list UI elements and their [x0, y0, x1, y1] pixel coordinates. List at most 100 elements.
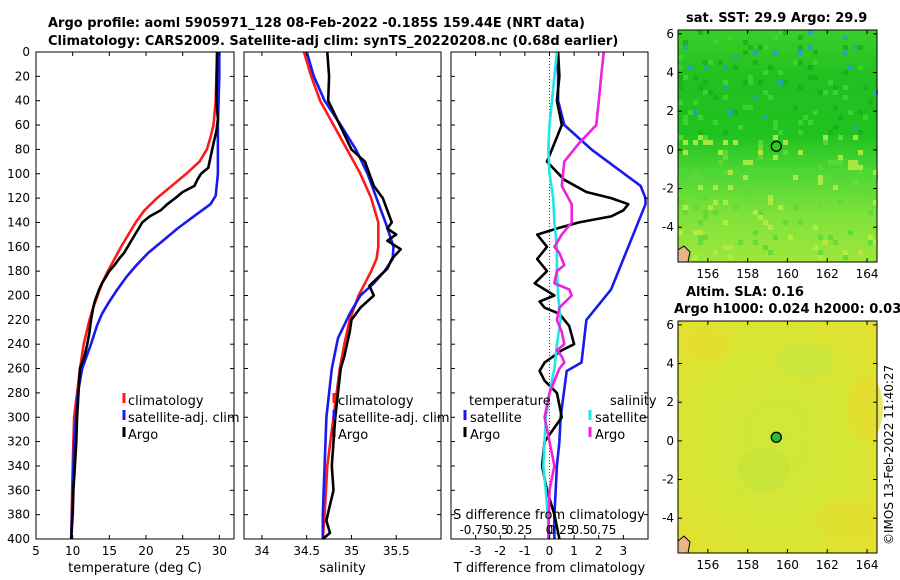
x-axis-label: temperature (deg C) [68, 561, 202, 576]
sst-pixel [873, 240, 878, 245]
sst-pixel [723, 140, 728, 145]
sst-pixel [678, 100, 683, 105]
sst-pixel [728, 255, 733, 260]
y-tick-label: 380 [7, 508, 30, 522]
sst-pixel [723, 170, 728, 175]
sst-pixel [823, 175, 828, 180]
sst-pixel [798, 35, 803, 40]
map-x-tick-label: 156 [696, 558, 719, 572]
sst-pixel [808, 65, 813, 70]
salinity-difference-tick: 0.5 [571, 523, 590, 537]
sst-pixel [838, 200, 843, 205]
sst-pixel [703, 60, 708, 65]
sst-map-axes: 156 158 160 162 164 6 4 2 0 -2 -4 [662, 27, 878, 281]
sst-pixel [688, 110, 693, 115]
sst-pixel [783, 150, 788, 155]
x-tick-label: 3 [620, 544, 628, 558]
sst-pixel [678, 75, 683, 80]
sst-pixel [723, 85, 728, 90]
plot-frame [35, 51, 235, 540]
sst-pixel [843, 95, 848, 100]
sst-pixel [868, 240, 873, 245]
sst-pixel [703, 140, 708, 145]
map-y-tick-label: 6 [666, 27, 674, 41]
map-y-tick-label: 6 [666, 318, 674, 332]
sst-pixel [758, 140, 763, 145]
sst-pixel [773, 125, 778, 130]
sst-pixel [863, 115, 868, 120]
sst-pixel [723, 130, 728, 135]
figure-title-line1: Argo profile: aoml 5905971_128 08-Feb-20… [48, 16, 585, 31]
y-tick-label: 180 [7, 264, 30, 278]
sst-pixel [848, 65, 853, 70]
sst-pixel [763, 90, 768, 95]
sst-pixel [728, 170, 733, 175]
sst-pixel [723, 155, 728, 160]
legend-entry: climatology [338, 394, 414, 409]
salinity-difference-tick: 0.25 [506, 523, 533, 537]
sst-pixel [773, 120, 778, 125]
series-line-salinity-argo [543, 51, 605, 540]
sst-pixel [818, 180, 823, 185]
sst-pixel [693, 170, 698, 175]
sst-pixel [733, 140, 738, 145]
sst-argo-location-marker [770, 140, 782, 152]
sst-map-title: sat. SST: 29.9 Argo: 29.9 [686, 11, 867, 26]
sst-pixel [798, 220, 803, 225]
sst-pixel [703, 135, 708, 140]
map-x-tick-label: 160 [776, 267, 799, 281]
sst-pixel [853, 135, 858, 140]
x-tick-label: -2 [494, 544, 506, 558]
sst-pixel [833, 125, 838, 130]
sst-pixel [708, 140, 713, 145]
sst-pixel [728, 110, 733, 115]
salinity-difference-tick: 0 [546, 523, 554, 537]
map-x-tick-label: 162 [816, 558, 839, 572]
sst-pixel [758, 155, 763, 160]
sst-pixel [798, 120, 803, 125]
sst-pixel [808, 45, 813, 50]
sst-pixel [753, 240, 758, 245]
sst-pixel [768, 195, 773, 200]
map-y-tick-label: -2 [662, 182, 674, 196]
sst-pixel [853, 185, 858, 190]
sst-pixel [853, 165, 858, 170]
y-tick-label: 220 [7, 313, 30, 327]
x-axis-label: salinity [319, 561, 366, 576]
sst-pixel [798, 150, 803, 155]
x-tick-label: 10 [65, 544, 80, 558]
sst-pixel [833, 90, 838, 95]
sst-pixel [708, 60, 713, 65]
sst-pixel [818, 165, 823, 170]
sst-pixel [858, 170, 863, 175]
sst-pixel [818, 235, 823, 240]
sst-pixel [843, 255, 848, 260]
sst-pixel [678, 85, 683, 90]
sst-pixel [678, 55, 683, 60]
sst-pixel [738, 125, 743, 130]
sla-blob [777, 342, 833, 378]
difference-panel: -3 -2 -1 0 1 2 3 T difference from climatology t… [450, 51, 657, 576]
x-tick-label: 25 [175, 544, 190, 558]
sst-pixel [753, 210, 758, 215]
legend-entry: satellite-adj. clim [338, 411, 450, 426]
sst-pixel [713, 185, 718, 190]
sst-pixel [843, 50, 848, 55]
sst-pixel [723, 245, 728, 250]
sst-pixel [713, 95, 718, 100]
sst-pixel [693, 205, 698, 210]
sla-land-patch [677, 535, 691, 554]
sst-pixel [753, 185, 758, 190]
sst-pixel [828, 80, 833, 85]
sst-map-frame [677, 29, 878, 263]
map-y-tick-label: 2 [666, 104, 674, 118]
series-line-climatology [302, 51, 380, 540]
sst-pixel [798, 85, 803, 90]
y-tick-label: 20 [15, 69, 30, 83]
sst-pixel [803, 115, 808, 120]
sst-pixel [698, 185, 703, 190]
sst-pixel [758, 80, 763, 85]
map-x-tick-label: 158 [736, 267, 759, 281]
y-tick-label: 60 [15, 118, 30, 132]
sla-blob [816, 498, 876, 542]
